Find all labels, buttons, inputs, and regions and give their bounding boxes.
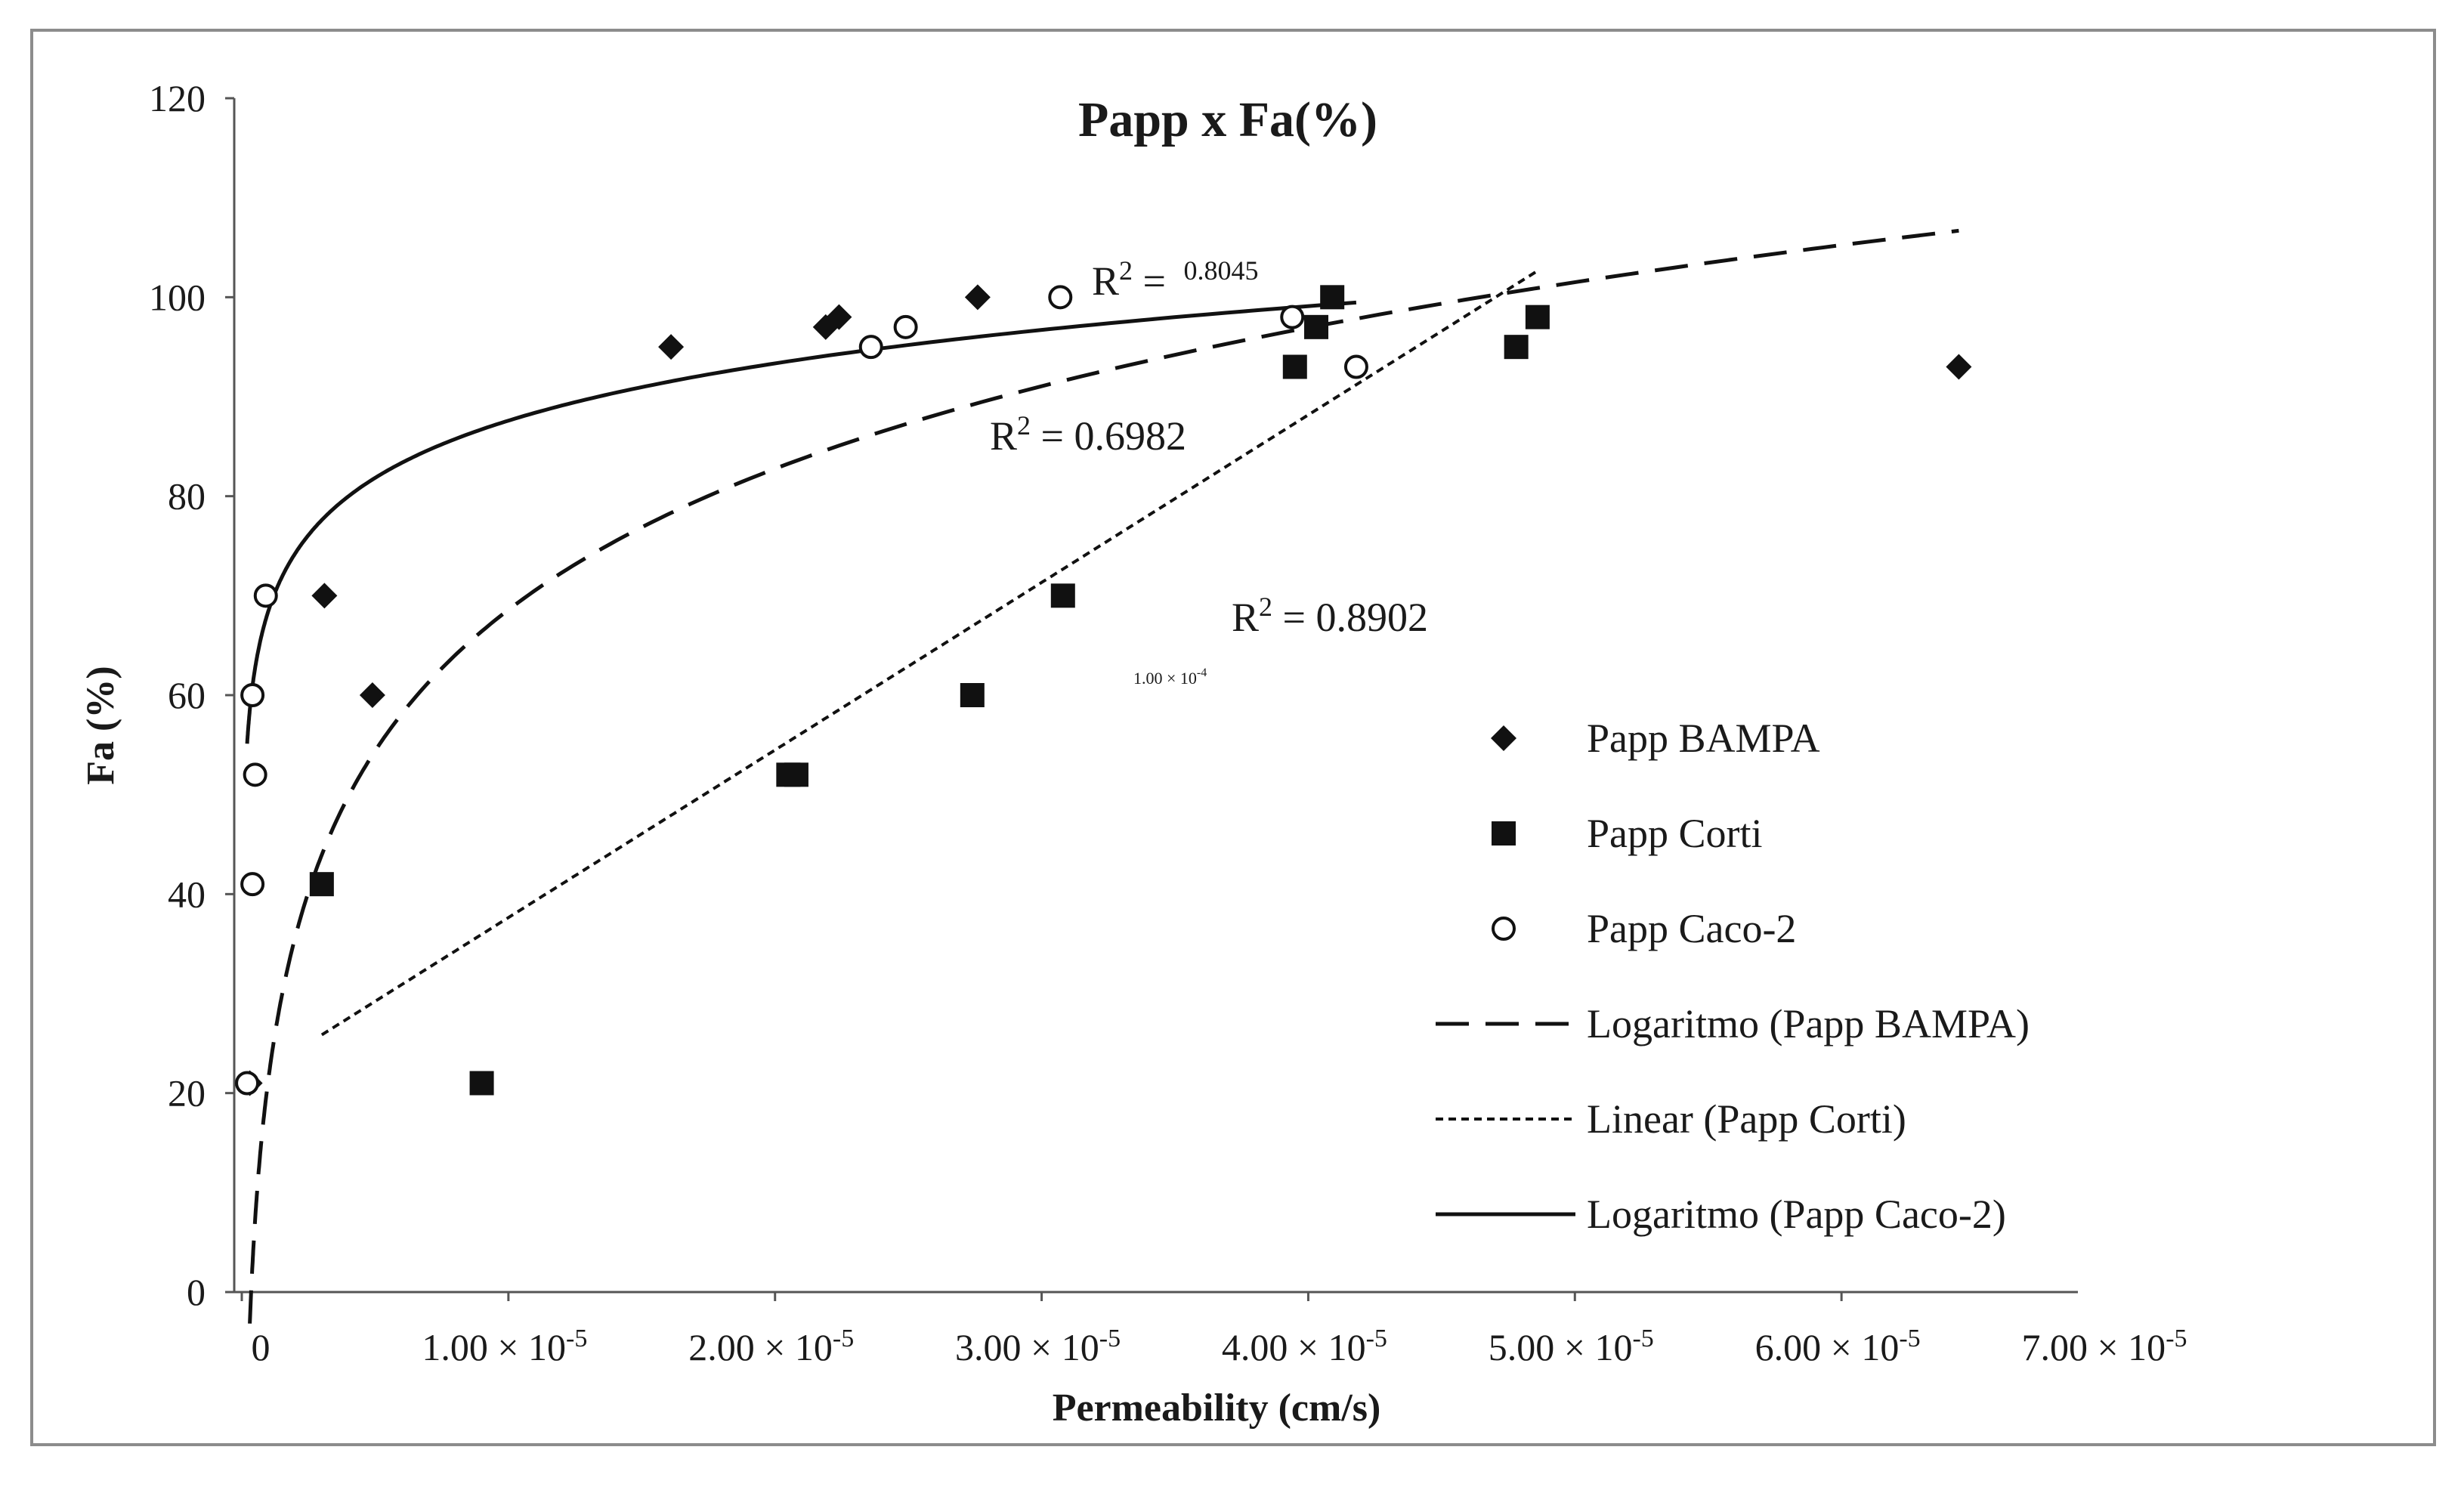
point-bampa	[826, 304, 852, 330]
point-caco2	[858, 335, 883, 360]
legend-marker	[1492, 917, 1516, 941]
y-tick-label: 80	[168, 475, 206, 518]
point-bampa	[1946, 354, 1972, 380]
r2-label-caco2: R2 = 0.8045	[1092, 255, 1259, 304]
y-tick-label: 60	[168, 674, 206, 716]
trendline-corti	[320, 269, 1538, 1037]
point-corti	[960, 683, 985, 707]
x-tick-label: 0	[252, 1326, 271, 1368]
point-caco2	[1280, 305, 1305, 329]
r2-label-corti: R2 = 0.8902	[1232, 592, 1428, 640]
point-bampa	[658, 334, 685, 360]
point-caco2	[1343, 354, 1368, 379]
point-corti	[469, 1071, 494, 1096]
x-tick-label: 3.00 × 10-5	[955, 1325, 1121, 1368]
point-bampa	[311, 583, 338, 609]
y-tick-label: 0	[187, 1271, 206, 1313]
point-corti	[1282, 354, 1307, 379]
x-tick-label: 4.00 × 10-5	[1222, 1325, 1387, 1368]
point-caco2	[235, 1071, 260, 1096]
y-tick-label: 100	[149, 276, 206, 318]
r2-label-bampa: R2 = 0.6982	[990, 410, 1186, 459]
point-bampa	[359, 682, 385, 708]
axis-ticks: 0 20 40 60 80 100 120 0 1.00 × 10-5 2.00 × 10-5 3.…	[149, 77, 2187, 1368]
y-axis-title: Fa (%)	[79, 666, 122, 784]
y-tick-label: 20	[168, 1072, 206, 1114]
legend-label: Papp BAMPA	[1587, 716, 1820, 761]
point-caco2	[240, 872, 265, 897]
legend-label: Logaritmo (Papp Caco-2)	[1587, 1192, 2006, 1237]
trendlines	[245, 228, 1959, 1324]
y-tick-label: 120	[149, 77, 206, 119]
point-caco2	[253, 583, 278, 608]
legend: Papp BAMPA Papp Corti Papp Caco-2 Logaritmo…	[1436, 716, 2030, 1237]
x-tick-label: 5.00 × 10-5	[1489, 1325, 1654, 1368]
point-caco2	[1048, 285, 1073, 310]
legend-label: Papp Caco-2	[1587, 906, 1796, 951]
point-caco2	[240, 683, 265, 707]
point-caco2	[893, 314, 918, 339]
data-points	[235, 284, 1972, 1096]
trendline-bampa	[248, 228, 1959, 1324]
point-corti	[1304, 314, 1329, 339]
x-tick-label: 1.00 × 10-5	[422, 1325, 587, 1368]
chart-title: Papp x Fa(%)	[1078, 92, 1377, 147]
point-corti	[784, 762, 808, 787]
legend-label: Logaritmo (Papp BAMPA)	[1587, 1001, 2030, 1046]
point-corti	[1504, 335, 1529, 360]
legend-marker	[1491, 725, 1516, 751]
chart-labels: Papp x Fa(%) Permeability (cm/s) Fa (%) …	[79, 92, 1428, 1430]
x-tick-label: 7.00 × 10-5	[2021, 1325, 2187, 1368]
x-tick-label: 2.00 × 10-5	[688, 1325, 854, 1368]
x-tick-label: 6.00 × 10-5	[1755, 1325, 1921, 1368]
point-corti	[1320, 285, 1345, 310]
point-corti	[1050, 583, 1075, 608]
x-axis-title: Permeability (cm/s)	[1053, 1387, 1381, 1430]
annotation-1e-4: 1.00 × 10-4	[1133, 666, 1207, 688]
legend-label: Papp Corti	[1587, 811, 1763, 856]
point-bampa	[964, 284, 991, 311]
legend-label: Linear (Papp Corti)	[1587, 1096, 1906, 1142]
legend-marker	[1492, 821, 1516, 846]
point-caco2	[243, 762, 267, 787]
y-tick-label: 40	[168, 873, 206, 915]
point-corti	[309, 872, 334, 897]
chart-frame	[30, 29, 2436, 1446]
trendline-caco2	[245, 300, 1357, 744]
point-corti	[1525, 305, 1550, 329]
